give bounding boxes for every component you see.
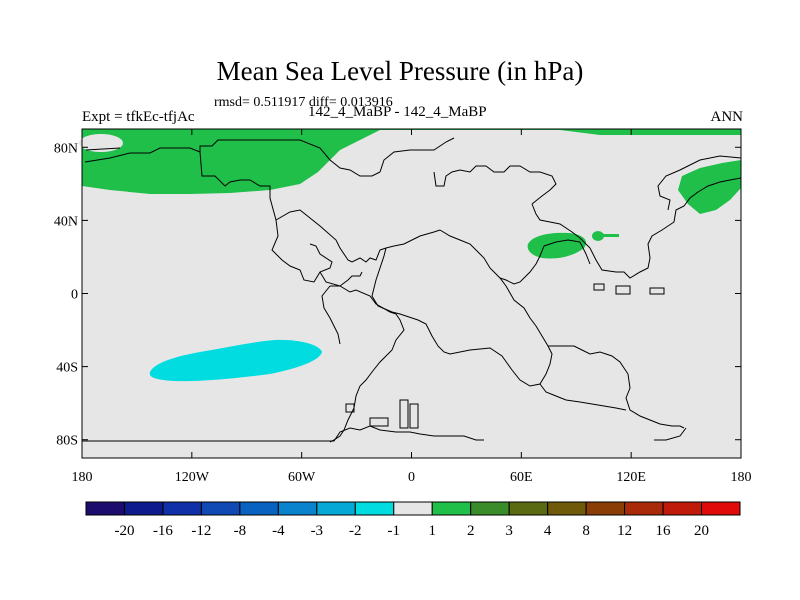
lat-label: 0 — [71, 288, 78, 303]
colorbar-swatch — [239, 501, 279, 516]
lon-label: 120E — [616, 470, 646, 485]
colorbar-level-label: -3 — [311, 523, 324, 539]
positive-anomaly-region-nw-pacific — [678, 160, 741, 214]
colorbar-swatch — [354, 501, 395, 516]
colorbar-level-label: 12 — [617, 523, 632, 539]
lat-label: 40S — [56, 361, 78, 376]
colorbar-level-label: 1 — [428, 523, 436, 539]
colorbar-level-label: -8 — [234, 523, 247, 539]
lon-label: 60E — [510, 470, 533, 485]
experiment-label: Expt = tfkEc-tfjAc — [82, 109, 195, 125]
colorbar-level-label: 2 — [467, 523, 475, 539]
axis-ticks — [81, 129, 742, 458]
colorbar-level-label: -20 — [114, 523, 134, 539]
latitude-labels: 80N 40N 0 40S 80S — [54, 141, 78, 448]
colorbar-swatch — [123, 501, 164, 516]
colorbar-level-label: 4 — [544, 523, 552, 539]
colorbar-level-label: 16 — [656, 523, 672, 539]
positive-anomaly-strip — [603, 234, 619, 237]
positive-anomaly-blob-tibet — [592, 231, 604, 241]
colorbar-level-label: -12 — [191, 523, 211, 539]
lon-label: 0 — [408, 470, 415, 485]
colorbar-level-label: -16 — [153, 523, 173, 539]
colorbar-level-label: 8 — [582, 523, 590, 539]
colorbar-swatch — [585, 501, 626, 516]
lon-label: 120W — [175, 470, 210, 485]
stats-line: rmsd= 0.511917 diff= 0.013916 — [214, 95, 393, 110]
plot-title: Mean Sea Level Pressure (in hPa) — [216, 56, 584, 86]
colorbar: -20 -16 -12 -8 -4 -3 -2 -1 1 2 3 4 8 12 16 20 — [85, 501, 741, 539]
colorbar-swatch — [277, 501, 318, 516]
lon-label: 60W — [288, 470, 316, 485]
lat-label: 40N — [54, 214, 78, 229]
positive-anomaly-region-north-pacific — [82, 129, 741, 194]
positive-anomaly-region-central-asia — [527, 232, 587, 259]
cases-label: 142_4_MaBP - 142_4_MaBP — [308, 104, 487, 120]
colorbar-level-label: 3 — [505, 523, 513, 539]
colorbar-level-label: -1 — [388, 523, 401, 539]
colorbar-swatch — [508, 501, 549, 516]
colorbar-swatch — [547, 501, 587, 516]
colorbar-level-label: -2 — [349, 523, 362, 539]
season-label: ANN — [710, 109, 744, 125]
colorbar-swatch — [470, 501, 510, 516]
colorbar-swatch — [624, 501, 664, 516]
colorbar-level-label: 20 — [694, 523, 709, 539]
colorbar-swatch — [162, 501, 202, 516]
negative-anomaly-region-south-pacific — [149, 339, 322, 382]
colorbar-swatch — [701, 501, 741, 516]
lon-label: 180 — [72, 470, 93, 485]
lon-label: 180 — [731, 470, 752, 485]
coastlines — [82, 137, 742, 443]
colorbar-swatch — [662, 501, 703, 516]
lat-label: 80S — [56, 434, 78, 449]
colorbar-level-label: -4 — [272, 523, 285, 539]
colorbar-swatch — [85, 501, 125, 516]
positive-anomaly-blob-arctic — [79, 134, 123, 152]
colorbar-swatch — [316, 501, 356, 516]
colorbar-swatch — [200, 501, 241, 516]
lat-label: 80N — [54, 141, 78, 156]
longitude-labels: 180 120W 60W 0 60E 120E 180 — [72, 470, 752, 485]
colorbar-swatch — [393, 501, 433, 516]
colorbar-swatch — [431, 501, 472, 516]
